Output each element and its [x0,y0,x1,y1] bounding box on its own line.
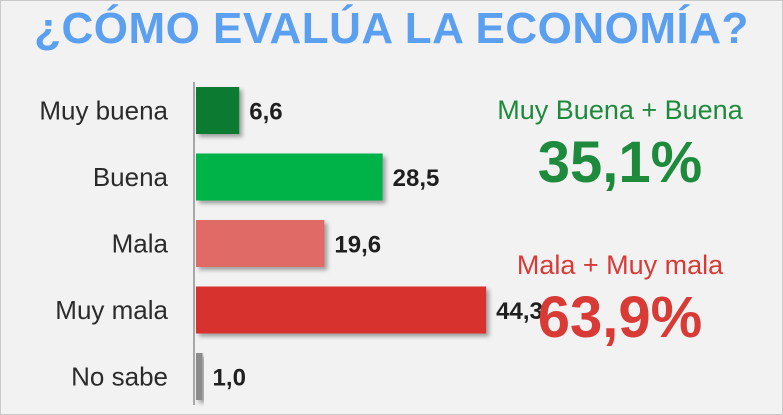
category-label: Muy mala [55,295,168,325]
category-label: Mala [112,229,169,259]
bar-2 [196,220,325,267]
value-label: 28,5 [393,165,440,192]
summary-good-value: 35,1% [537,130,703,195]
summary-good: Muy Buena + Buena 35,1% [484,95,756,192]
value-label: 19,6 [334,232,381,259]
bar-4 [196,353,203,400]
chart-title: ¿CÓMO EVALÚA LA ECONOMÍA? [34,4,749,53]
summary-bad: Mala + Muy mala 63,9% [484,250,756,347]
bar-0 [196,87,240,134]
category-label: Muy buena [39,96,168,126]
summary-bad-label: Mala + Muy mala [516,250,724,280]
bar-3 [196,286,487,334]
category-label: No sabe [71,362,168,392]
value-label: 1,0 [213,365,246,392]
summary-good-label: Muy Buena + Buena [497,95,743,125]
value-label: 44,3 [496,298,543,325]
value-label: 6,6 [249,99,282,126]
summary-bad-value: 63,9% [537,285,703,350]
category-label: Buena [93,162,169,192]
bar-1 [196,153,383,201]
